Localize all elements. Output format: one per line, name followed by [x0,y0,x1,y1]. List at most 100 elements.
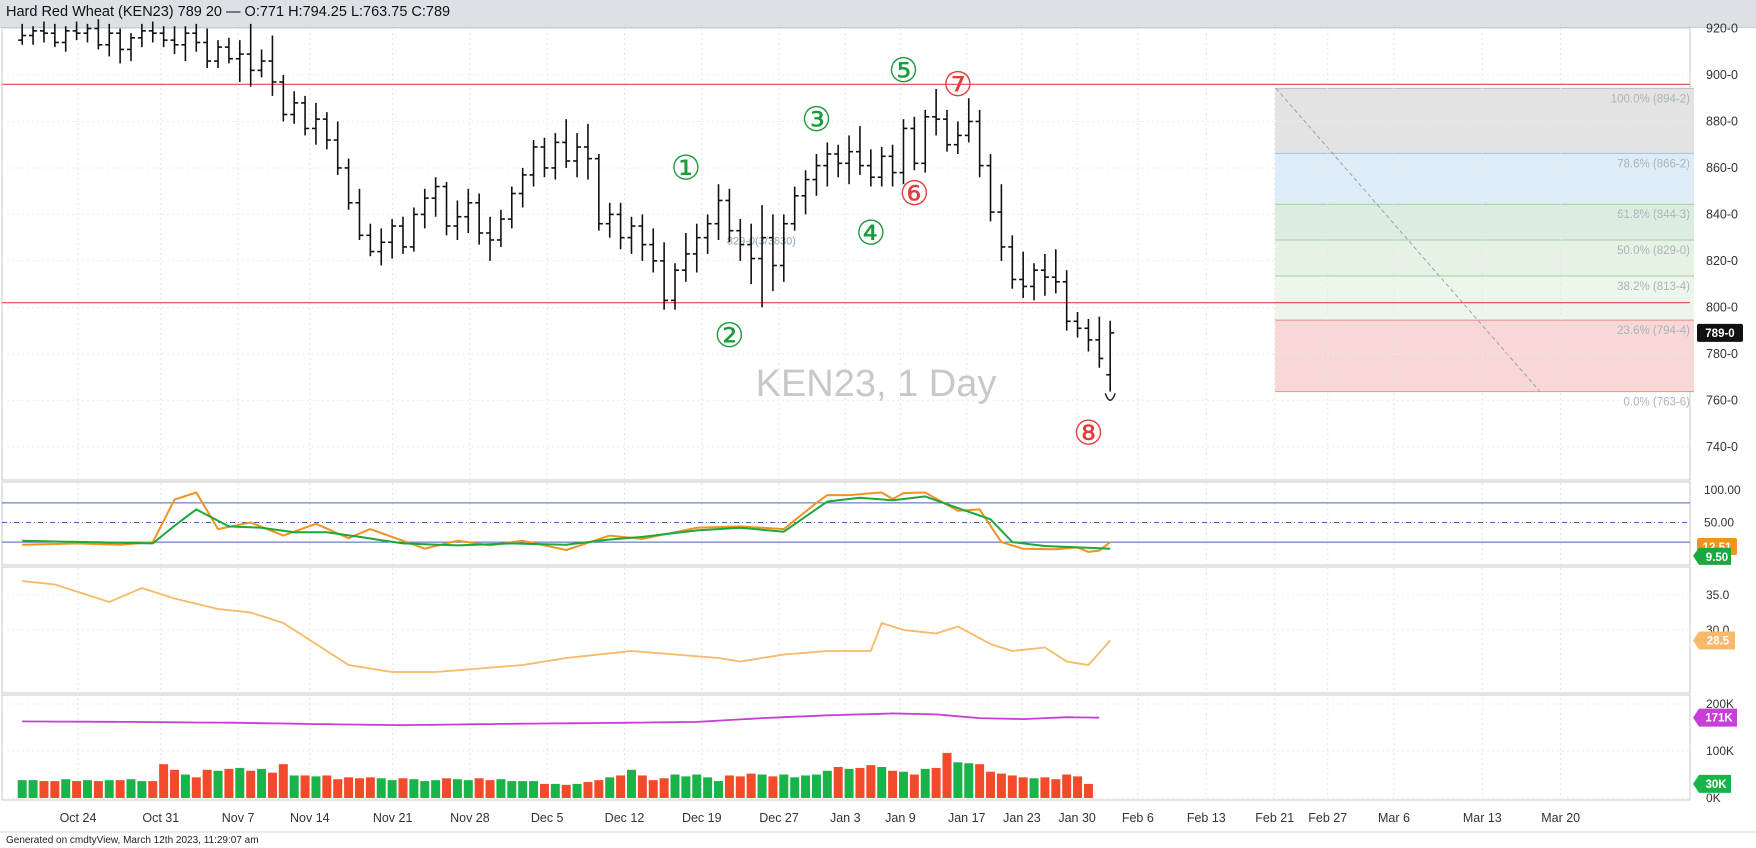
ohlc-bar [834,144,843,178]
price-tick-label: 840-0 [1706,207,1738,221]
ohlc-bar [181,26,190,62]
last-price-tag [1697,323,1743,342]
x-tick-label: Dec 19 [682,811,722,825]
volume-bar [801,775,811,798]
x-tick-label: Jan 9 [885,811,916,825]
ohlc-bar [518,167,527,208]
x-tick-label: Feb 27 [1308,811,1347,825]
volume-bar [507,781,517,798]
wave-label: ① [671,150,701,188]
ohlc-bar [562,119,571,168]
volume-bar [572,783,582,798]
volume-bar [953,762,963,798]
x-tick-label: Nov 21 [373,811,413,825]
ohlc-bar [257,49,266,78]
fib-level-label: 100.0% (894-2) [1611,93,1690,105]
volume-bar [1029,778,1039,798]
fib-level-label: 23.6% (794-4) [1617,325,1690,337]
volume-bar [431,780,441,798]
x-tick-label: Feb 13 [1187,811,1226,825]
volume-bar [409,779,419,798]
osc-slow-tag-label: 9.50 [1706,552,1728,564]
ohlc-bar [932,88,941,136]
volume-bar [1007,775,1017,798]
volume-bar [790,777,800,798]
ohlc-bar [953,121,962,154]
x-tick-label: Nov 7 [222,811,255,825]
vol-tick-label: 35.0 [1706,588,1730,602]
ohlc-bar [366,223,375,257]
volume-tag-label: 30K [1705,779,1727,791]
volume-bar [311,776,321,798]
volume-bar [159,764,169,798]
volume-bar [61,779,71,798]
volatility-pane: 35.030.028.5 [2,580,1735,673]
volume-bar [28,780,38,798]
volume-bar [681,776,691,798]
ohlc-bar [681,233,690,282]
ohlc-bars [18,19,1116,401]
ohlc-bar [496,209,505,247]
fib-zone [1275,239,1694,276]
elliott-wave-labels: ① ② ③ ④ ⑤ ⑥ ⑦ ⑧ [671,52,1104,452]
ohlc-bar [442,181,451,236]
volume-bar [148,781,158,798]
time-axis: Oct 24 Oct 31 Nov 7 Nov 14 Nov 21 Nov 28 Dec 5… [0,811,1756,833]
oi-tick-label: 100K [1706,744,1734,758]
volume-bar [452,779,462,798]
volatility-line [22,580,1111,673]
volume-bar [322,775,332,798]
ohlc-bar [333,121,342,175]
ohlc-bar [344,158,353,210]
volume-bar [496,779,506,798]
ohlc-bar [671,263,679,310]
volume-bar [779,774,789,798]
volume-bar [964,763,974,798]
ohlc-bar [192,23,201,52]
volume-bar [659,778,669,798]
volume-bar [126,779,136,798]
wave-label: ③ [801,101,831,139]
volume-bar [289,775,299,798]
price-tick-label: 900-0 [1706,68,1738,82]
open-interest-pane: 200K 100K 0K 171K [2,697,1737,805]
ohlc-bar [627,216,636,254]
volume-bar [376,778,386,798]
ohlc-bar [322,112,331,150]
ohlc-bar [1019,251,1028,299]
volume-bar [72,781,82,798]
fib-level-label: 50.0% (829-0) [1617,245,1690,257]
ohlc-bar [203,28,212,69]
ohlc-bar [866,149,875,187]
volume-bar [714,781,724,798]
ohlc-bar [1073,312,1082,338]
volume-bar [191,777,201,798]
volume-bar [354,778,364,798]
ohlc-bar [116,28,125,64]
open-interest-line [22,712,1100,727]
ohlc-bar [29,26,38,45]
pane-frame-osc [1,481,1691,566]
ohlc-bar [855,126,864,175]
wave-label: ⑤ [888,52,918,90]
volume-bar [518,781,528,798]
volume-bar [692,774,702,798]
volume-bar [855,767,865,798]
ohlc-bar [409,207,418,252]
ohlc-bar [311,102,320,145]
ohlc-bar [943,109,951,152]
ohlc-bar [148,21,157,43]
ohlc-bar [703,214,712,254]
ohlc-bar [431,177,440,217]
pane-frame-vol [1,566,1691,694]
wave-label: ⑧ [1073,415,1103,453]
symbol-title: Hard Red Wheat (KEN23) 789 20 — O:771 H:… [6,4,451,20]
volume-bar [235,767,245,798]
volume-pane: 30K [17,752,1731,798]
ohlc-bar [573,133,582,178]
fibonacci-retracement[interactable]: 100.0% (894-2) 78.6% (866-2) 61.8% (844-3)… [727,87,1694,409]
price-tick-label: 800-0 [1706,300,1738,314]
ohlc-bar [877,147,886,187]
volume-bar [1073,776,1083,798]
